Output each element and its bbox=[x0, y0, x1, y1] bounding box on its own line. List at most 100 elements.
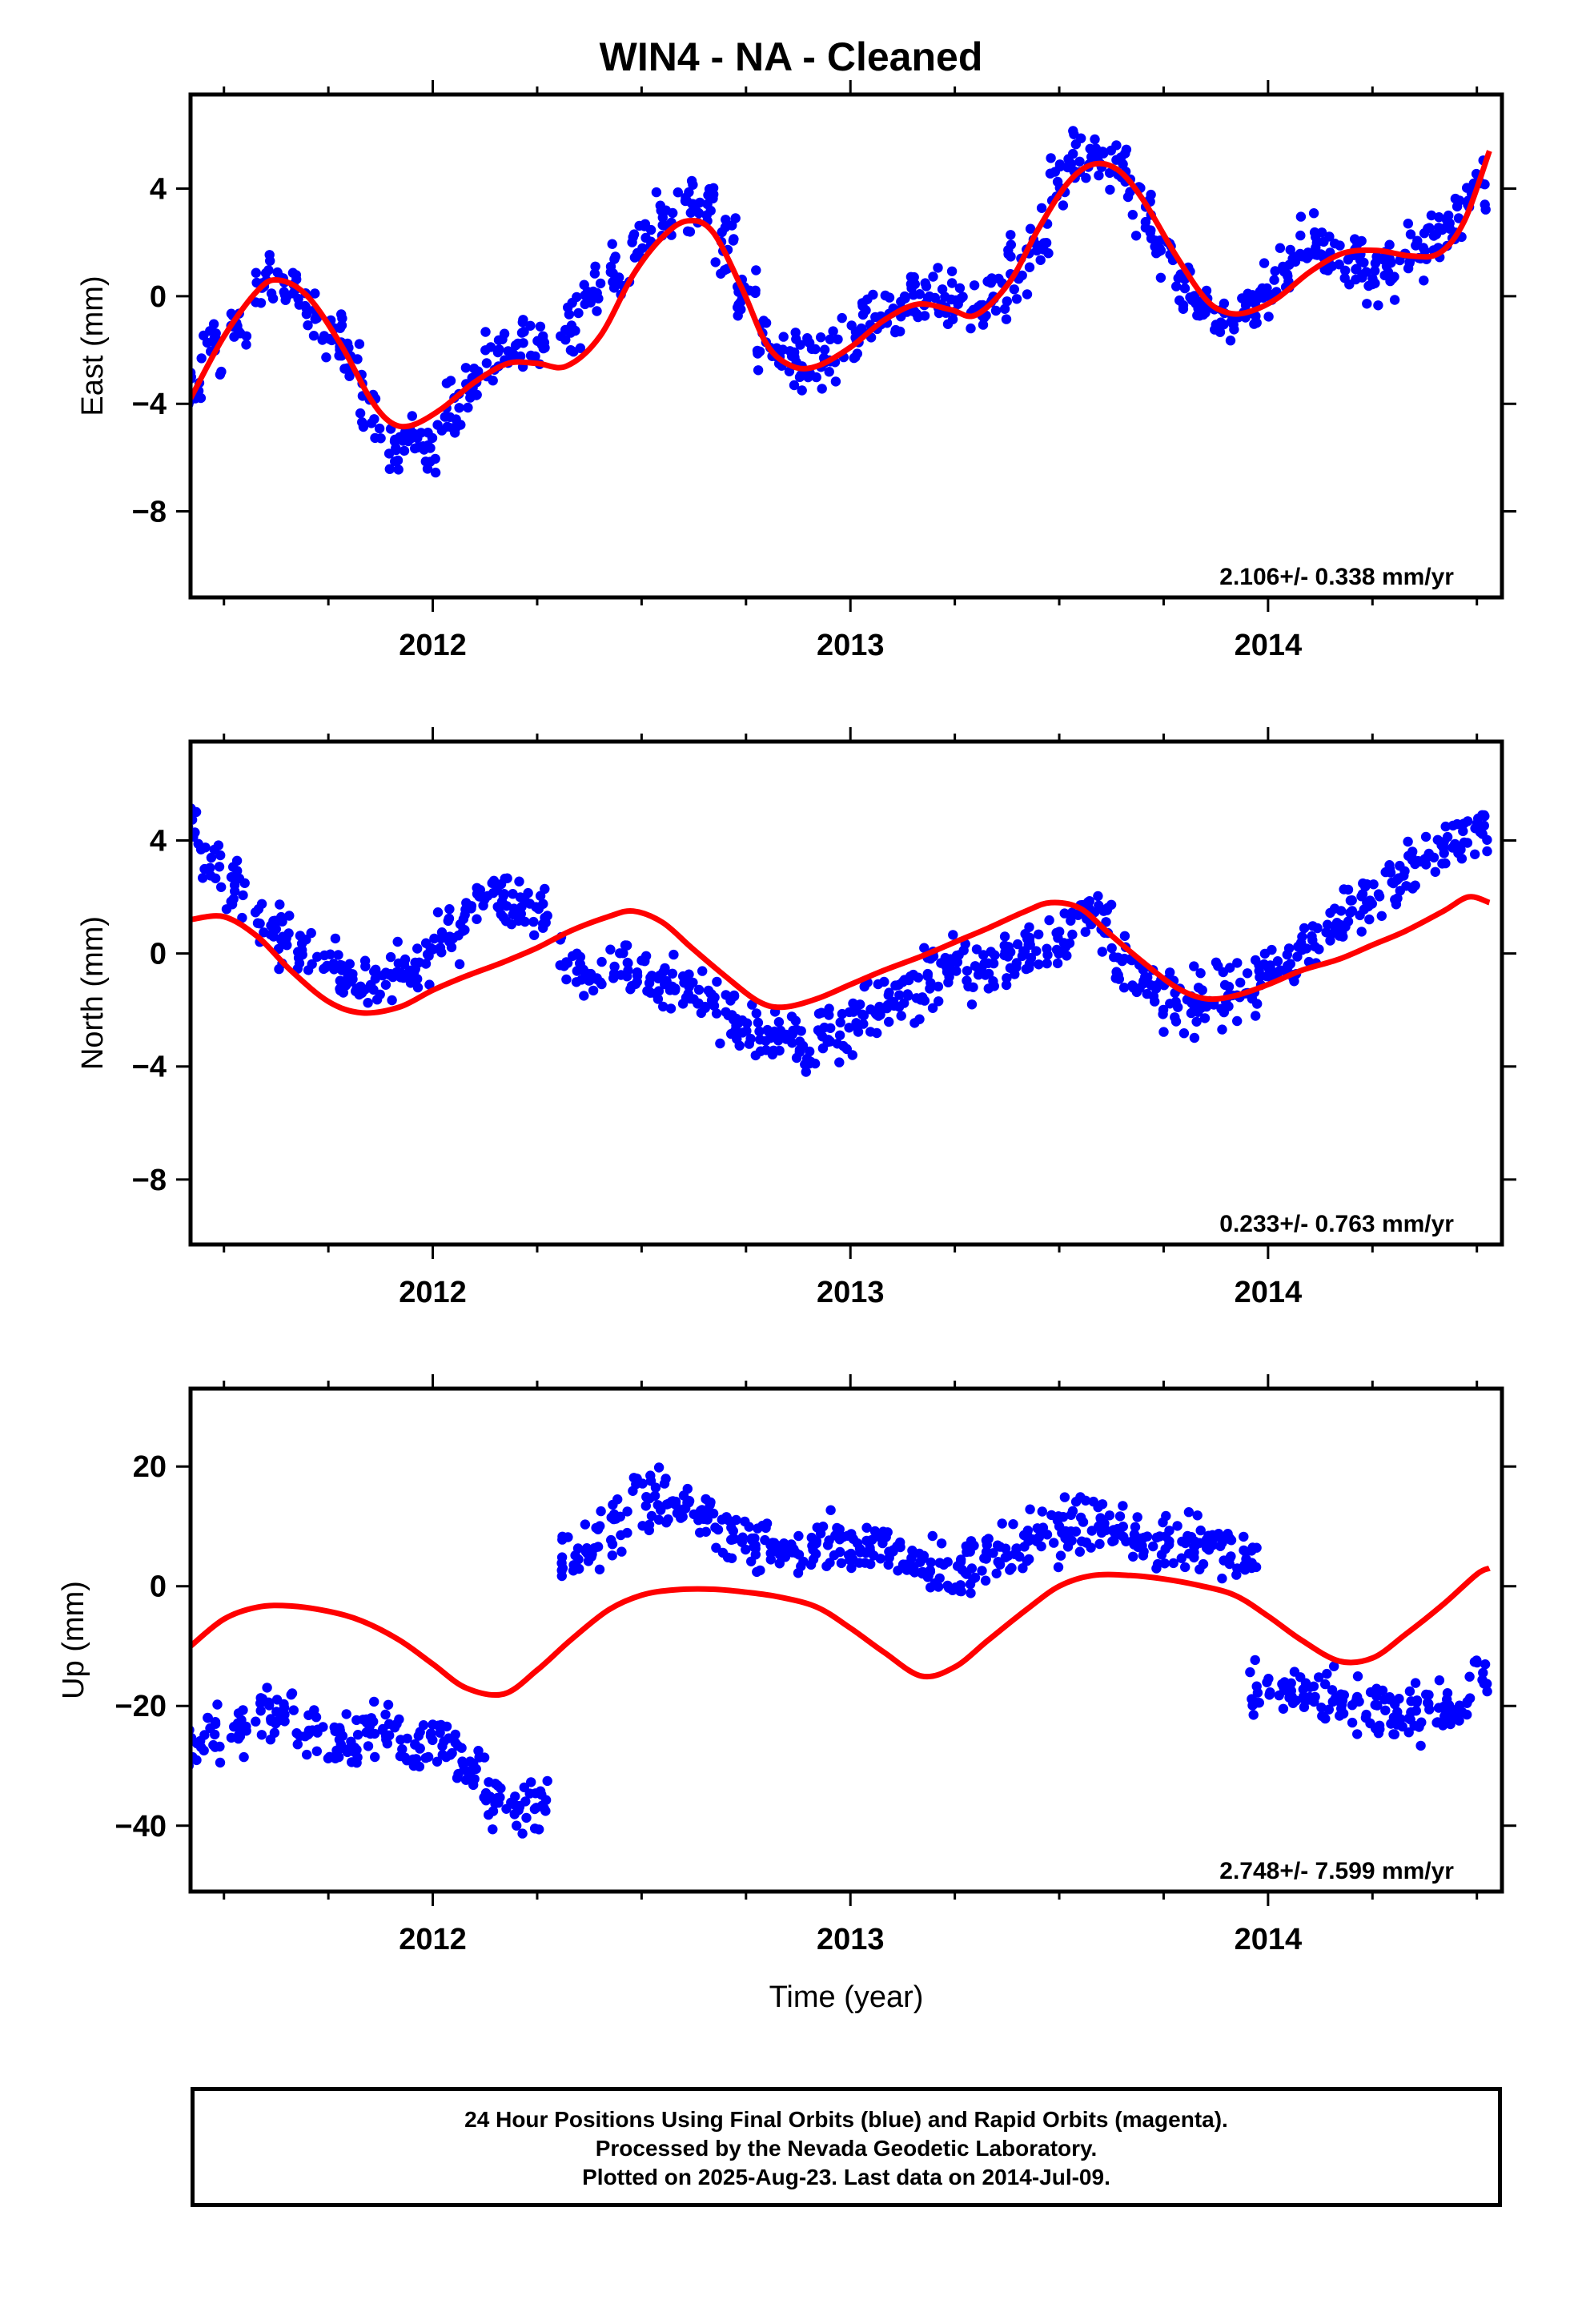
data-point bbox=[1034, 959, 1044, 970]
data-point bbox=[952, 1561, 963, 1571]
data-point bbox=[1421, 1689, 1431, 1700]
data-point bbox=[1168, 1558, 1178, 1569]
data-point bbox=[1464, 1671, 1475, 1682]
data-point bbox=[440, 412, 450, 422]
data-point bbox=[429, 933, 440, 944]
data-point bbox=[1299, 1702, 1310, 1712]
data-point bbox=[954, 283, 966, 293]
data-point bbox=[1054, 159, 1066, 170]
data-point bbox=[410, 963, 420, 975]
data-point bbox=[673, 187, 683, 198]
data-point bbox=[760, 1534, 770, 1546]
data-point bbox=[1339, 884, 1349, 895]
data-point bbox=[1193, 983, 1204, 993]
data-point bbox=[623, 958, 633, 968]
data-point bbox=[307, 959, 317, 970]
data-point bbox=[1263, 312, 1274, 322]
data-point bbox=[838, 1040, 849, 1051]
data-point bbox=[869, 1526, 881, 1537]
data-point bbox=[670, 983, 681, 994]
data-point bbox=[1094, 170, 1104, 181]
data-point bbox=[1198, 1558, 1209, 1570]
data-point bbox=[659, 1478, 670, 1489]
data-point bbox=[265, 1735, 276, 1745]
data-point bbox=[1003, 942, 1014, 952]
data-point bbox=[943, 977, 954, 987]
data-point bbox=[238, 890, 248, 901]
data-point bbox=[745, 1033, 756, 1044]
data-point bbox=[656, 1505, 666, 1515]
data-point bbox=[1482, 1679, 1492, 1689]
data-point bbox=[255, 919, 265, 929]
data-point bbox=[1049, 1538, 1059, 1548]
data-point bbox=[698, 1514, 709, 1525]
data-point bbox=[329, 964, 339, 975]
data-point bbox=[570, 1550, 580, 1561]
data-point bbox=[922, 1572, 934, 1582]
data-point bbox=[1198, 309, 1209, 320]
data-point bbox=[1086, 1542, 1096, 1553]
data-point bbox=[1277, 1679, 1287, 1690]
data-point bbox=[870, 312, 881, 323]
data-point bbox=[753, 365, 764, 376]
data-point bbox=[909, 279, 921, 290]
data-point bbox=[1225, 336, 1236, 346]
data-point bbox=[536, 1789, 547, 1800]
data-point bbox=[1470, 849, 1480, 860]
data-point bbox=[911, 993, 922, 1003]
data-point bbox=[232, 866, 243, 876]
data-point bbox=[1388, 1729, 1399, 1739]
data-point bbox=[1183, 1507, 1195, 1518]
data-point bbox=[787, 1038, 797, 1048]
data-point bbox=[273, 1715, 284, 1726]
data-point bbox=[596, 956, 607, 967]
data-point bbox=[241, 1726, 251, 1736]
data-point bbox=[877, 1538, 888, 1549]
data-point bbox=[1006, 239, 1017, 250]
data-point bbox=[424, 979, 435, 990]
data-point bbox=[1017, 270, 1027, 281]
data-point bbox=[1002, 951, 1014, 962]
data-point bbox=[1391, 875, 1403, 886]
data-point bbox=[861, 1535, 872, 1546]
data-point bbox=[1347, 1717, 1358, 1728]
data-point bbox=[400, 954, 411, 965]
data-point bbox=[828, 326, 838, 336]
y-tick-label: 4 bbox=[150, 173, 167, 207]
data-point bbox=[1407, 882, 1419, 892]
data-point bbox=[1128, 1551, 1138, 1562]
data-point bbox=[1372, 1700, 1383, 1711]
plot-frame-2 bbox=[188, 1386, 1504, 1894]
data-point bbox=[492, 1780, 503, 1791]
data-point bbox=[1140, 216, 1151, 227]
data-point bbox=[970, 961, 981, 971]
x-tick-label: 2014 bbox=[1235, 1276, 1303, 1309]
data-point bbox=[966, 323, 976, 334]
data-point bbox=[450, 1729, 460, 1740]
fit-curve-0 bbox=[191, 150, 1492, 430]
data-point bbox=[684, 1496, 695, 1506]
data-point bbox=[968, 982, 978, 993]
data-point bbox=[660, 963, 670, 974]
data-point bbox=[1086, 1526, 1098, 1536]
data-point bbox=[432, 907, 444, 918]
data-point bbox=[1074, 156, 1085, 167]
data-point bbox=[1462, 1696, 1473, 1707]
data-point bbox=[508, 889, 518, 899]
data-point bbox=[1250, 1655, 1260, 1666]
data-point bbox=[649, 1490, 661, 1502]
data-point bbox=[966, 1536, 977, 1546]
data-point bbox=[725, 995, 736, 1006]
data-point bbox=[751, 1008, 761, 1019]
data-point bbox=[363, 998, 373, 1008]
data-point bbox=[651, 187, 662, 198]
data-point bbox=[1462, 1709, 1472, 1720]
data-point bbox=[1130, 231, 1142, 241]
data-point bbox=[1161, 1531, 1171, 1542]
data-point bbox=[728, 1526, 738, 1537]
data-point bbox=[1104, 167, 1115, 179]
data-point bbox=[205, 326, 215, 336]
data-point bbox=[1279, 267, 1290, 277]
data-point bbox=[1173, 1002, 1183, 1012]
data-point bbox=[1150, 241, 1160, 252]
